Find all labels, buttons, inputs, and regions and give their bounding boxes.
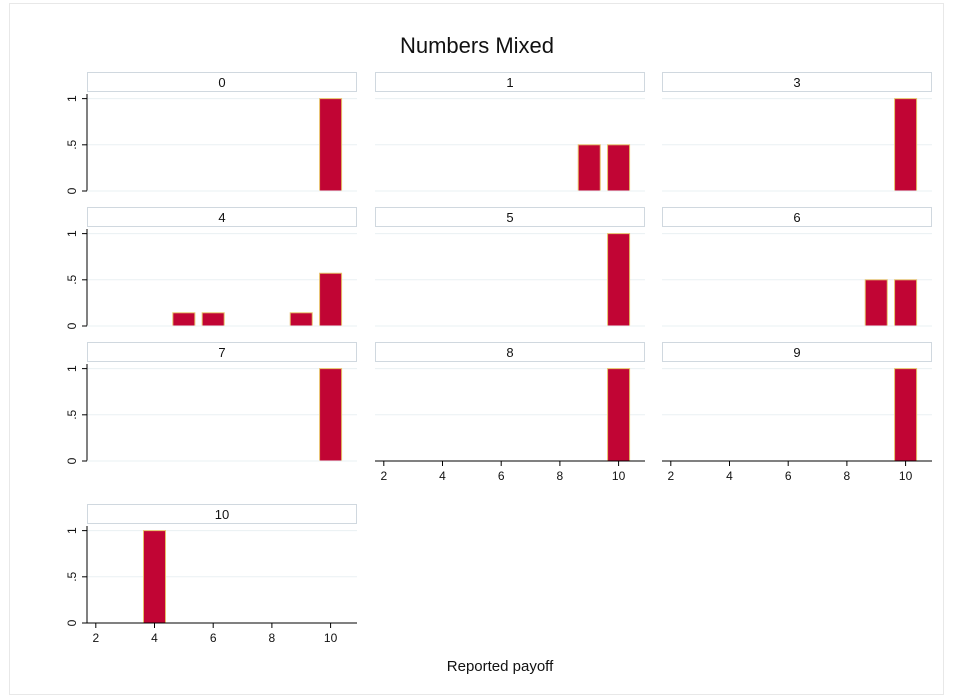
y-tick-label: .5 bbox=[65, 571, 79, 581]
plot-area: 0 .5 1 2 4 6 8 10 bbox=[65, 526, 357, 645]
panel: 1 bbox=[375, 72, 645, 192]
x-tick-label: 4 bbox=[726, 469, 733, 483]
bar bbox=[607, 233, 631, 327]
strip-box bbox=[375, 342, 645, 362]
bar bbox=[607, 368, 631, 462]
x-tick-label: 10 bbox=[324, 631, 338, 645]
x-tick-label: 8 bbox=[557, 469, 564, 483]
bar bbox=[319, 368, 343, 462]
bar bbox=[201, 312, 225, 327]
panel: 3 bbox=[662, 72, 932, 192]
bar bbox=[577, 144, 601, 192]
plot-area bbox=[662, 98, 932, 192]
panel: 8 2 4 6 8 10 bbox=[375, 342, 645, 483]
y-tick-label: 0 bbox=[65, 619, 79, 626]
strip-box bbox=[87, 72, 357, 92]
x-tick-label: 4 bbox=[151, 631, 158, 645]
strip-label: 0 bbox=[218, 75, 225, 90]
y-tick-label: 0 bbox=[65, 457, 79, 464]
strip-label: 7 bbox=[218, 345, 225, 360]
x-tick-label: 6 bbox=[498, 469, 505, 483]
panel: 10 0 .5 1 2 4 6 8 10 bbox=[65, 504, 357, 645]
bar bbox=[319, 98, 343, 192]
strip-box bbox=[662, 207, 932, 227]
bar bbox=[864, 279, 888, 327]
x-tick-label: 4 bbox=[439, 469, 446, 483]
bar bbox=[894, 98, 918, 192]
strip-box bbox=[375, 72, 645, 92]
x-tick-label: 2 bbox=[92, 631, 99, 645]
y-tick-label: 0 bbox=[65, 322, 79, 329]
strip-box bbox=[662, 72, 932, 92]
plot-area: 0.51 bbox=[65, 229, 357, 329]
strip-box bbox=[87, 342, 357, 362]
y-tick-label: 1 bbox=[65, 230, 79, 237]
bar bbox=[319, 272, 343, 327]
panel: 9 2 4 6 8 10 bbox=[662, 342, 932, 483]
bar bbox=[894, 368, 918, 462]
bar bbox=[894, 279, 918, 327]
x-tick-label: 10 bbox=[899, 469, 913, 483]
x-tick-label: 8 bbox=[269, 631, 276, 645]
panel: 6 bbox=[662, 207, 932, 327]
panel: 70.51 bbox=[65, 342, 357, 464]
strip-label: 10 bbox=[215, 507, 229, 522]
x-axis-label: Reported payoff bbox=[447, 658, 554, 675]
y-tick-label: 1 bbox=[65, 527, 79, 534]
plot-area: 2 4 6 8 10 bbox=[375, 368, 645, 483]
y-tick-label: 1 bbox=[65, 95, 79, 102]
y-tick-label: 1 bbox=[65, 365, 79, 372]
strip-box bbox=[87, 207, 357, 227]
strip-box bbox=[662, 342, 932, 362]
chart-title: Numbers Mixed bbox=[400, 33, 554, 58]
x-tick-label: 8 bbox=[844, 469, 851, 483]
bar bbox=[607, 144, 631, 192]
x-tick-label: 2 bbox=[380, 469, 387, 483]
panel: 00.51 bbox=[65, 72, 357, 194]
bar bbox=[289, 312, 313, 327]
strip-label: 6 bbox=[793, 210, 800, 225]
strip-box bbox=[87, 504, 357, 524]
plot-area bbox=[375, 233, 645, 327]
y-tick-label: 0 bbox=[65, 187, 79, 194]
plot-area bbox=[375, 98, 645, 192]
plot-area: 0.51 bbox=[65, 364, 357, 464]
x-tick-label: 6 bbox=[785, 469, 792, 483]
panel: 5 bbox=[375, 207, 645, 327]
x-tick-label: 2 bbox=[667, 469, 674, 483]
strip-label: 5 bbox=[506, 210, 513, 225]
strip-label: 3 bbox=[793, 75, 800, 90]
x-tick-label: 6 bbox=[210, 631, 217, 645]
plot-area: 0.51 bbox=[65, 94, 357, 194]
strip-label: 9 bbox=[793, 345, 800, 360]
y-tick-label: .5 bbox=[65, 274, 79, 284]
strip-label: 4 bbox=[218, 210, 225, 225]
plot-area bbox=[662, 233, 932, 327]
y-tick-label: .5 bbox=[65, 139, 79, 149]
strip-label: 8 bbox=[506, 345, 513, 360]
y-tick-label: .5 bbox=[65, 409, 79, 419]
bar bbox=[172, 312, 196, 327]
strip-box bbox=[375, 207, 645, 227]
strip-label: 1 bbox=[506, 75, 513, 90]
x-tick-label: 10 bbox=[612, 469, 626, 483]
plot-area: 2 4 6 8 10 bbox=[662, 368, 932, 483]
panel: 40.51 bbox=[65, 207, 357, 329]
bar bbox=[142, 530, 167, 624]
